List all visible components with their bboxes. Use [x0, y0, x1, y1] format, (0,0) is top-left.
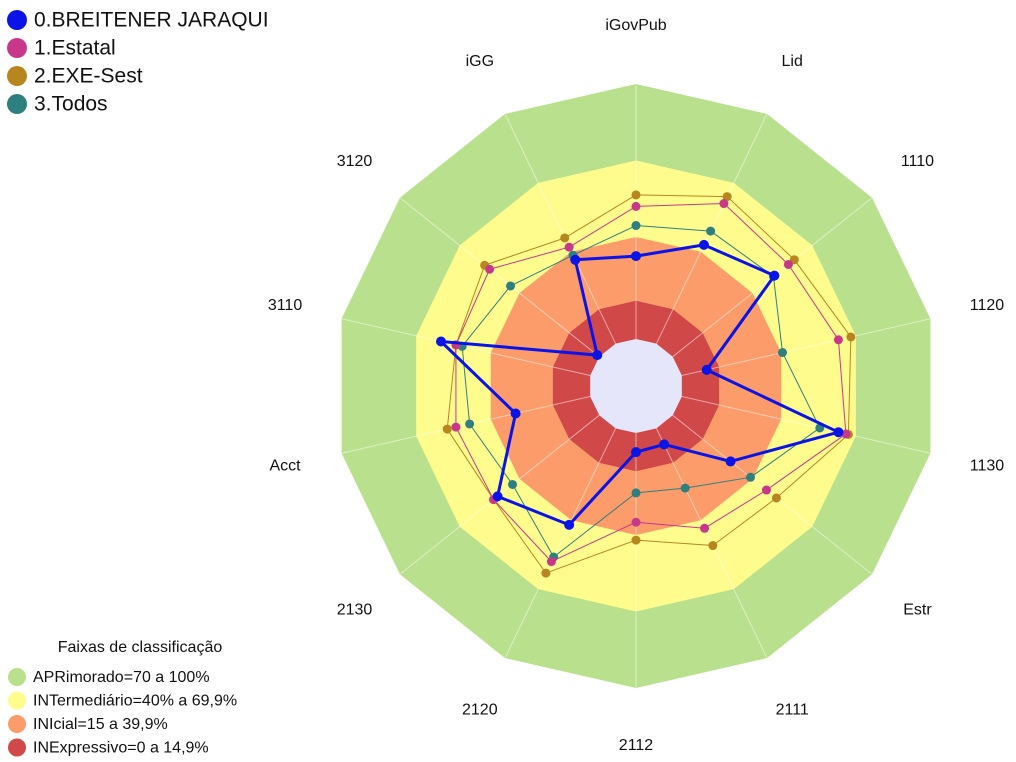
band-legend-marker [8, 668, 26, 686]
series-point [465, 419, 475, 429]
series-point [725, 456, 736, 467]
band-legend-marker [8, 691, 26, 710]
series-point [546, 557, 556, 567]
legend-marker [7, 10, 27, 30]
legend-marker [7, 38, 27, 58]
series-point [485, 264, 495, 274]
band-legend-label: INTermediário=40% a 69,9% [33, 693, 237, 710]
axis-label: iGG [466, 53, 494, 70]
series-point [698, 239, 709, 250]
series-point [769, 270, 780, 281]
series-point [745, 472, 755, 482]
axis-label: iGovPub [605, 17, 666, 34]
series-point [442, 424, 452, 434]
series-point [564, 242, 574, 252]
series-point [570, 254, 581, 265]
spoke [681, 318, 931, 377]
series-point [592, 350, 603, 361]
axis-label: 2112 [619, 737, 654, 754]
series-point [841, 429, 851, 439]
series-point [771, 493, 781, 503]
series-point [659, 439, 670, 450]
legend-label: 1.Estatal [34, 37, 116, 60]
spoke [504, 428, 617, 659]
center-hole [590, 339, 682, 433]
axis-label: Lid [782, 53, 803, 70]
axis-label: 3120 [337, 153, 373, 170]
series-point [680, 483, 690, 493]
axis-label: 2120 [462, 702, 498, 719]
series-point [506, 281, 516, 291]
spoke [399, 197, 600, 358]
series-point [631, 535, 641, 545]
axis-label: 3110 [268, 297, 303, 314]
series-point [631, 488, 641, 498]
series-point [833, 335, 843, 345]
series-point [631, 251, 641, 262]
series-point [541, 568, 551, 578]
series-point [492, 491, 503, 502]
legend-marker [7, 66, 27, 86]
series-point [783, 259, 793, 269]
axis-label: Acct [269, 457, 301, 474]
series-point [631, 517, 641, 527]
axis-label: 2111 [776, 702, 809, 719]
axis-label: 1120 [970, 297, 1005, 314]
series-point [451, 422, 461, 432]
series-point [761, 485, 771, 495]
series-point [631, 221, 641, 231]
legend-label: 2.EXE-Sest [34, 65, 143, 88]
series-point [701, 364, 712, 375]
series-point [846, 332, 856, 342]
series-point [564, 519, 575, 530]
band-legend-label: APRimorado=70 a 100% [33, 669, 210, 686]
band-legend-label: INExpressivo=0 a 14,9% [33, 740, 209, 757]
series-point [560, 233, 570, 243]
series-point [508, 479, 518, 489]
series-point [510, 408, 521, 419]
series-point [631, 447, 641, 458]
spoke [672, 414, 873, 575]
series-point [631, 201, 641, 211]
legend-marker [7, 94, 27, 114]
series-point [436, 336, 447, 347]
series-point [700, 523, 710, 533]
legend-label: 3.Todos [34, 93, 108, 116]
band-legend-marker [8, 715, 26, 733]
bands-legend-title: Faixas de classificação [58, 639, 223, 656]
axis-label: Estr [903, 602, 932, 619]
band-legend-marker [8, 738, 26, 757]
spoke [504, 113, 617, 344]
spoke [681, 395, 931, 454]
series-point [706, 226, 716, 236]
series-point [778, 348, 788, 358]
series-point [719, 199, 729, 209]
axis-label: 1110 [901, 153, 934, 170]
legend-label: 0.BREITENER JARAQUI [34, 9, 269, 32]
series-point [833, 427, 844, 438]
series-point [631, 190, 641, 200]
axis-label: 2130 [337, 602, 373, 619]
series-point [789, 255, 799, 265]
band-legend-label: INIcial=15 a 39,9% [33, 716, 168, 733]
series-point [722, 192, 732, 202]
series-point [708, 541, 718, 551]
axis-label: 1130 [970, 457, 1005, 474]
